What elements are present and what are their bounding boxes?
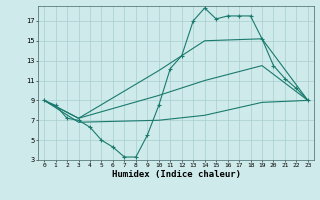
X-axis label: Humidex (Indice chaleur): Humidex (Indice chaleur) [111,170,241,179]
